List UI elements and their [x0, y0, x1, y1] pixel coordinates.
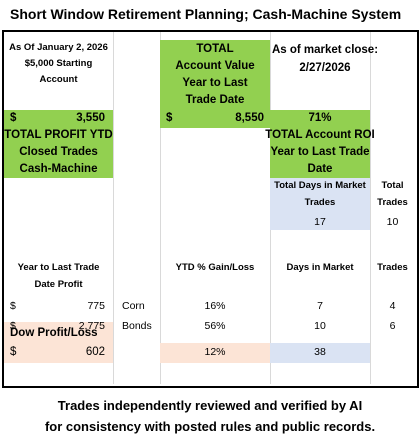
start-line: As Of January 2, 2026	[9, 42, 108, 53]
market-close-date: 2/27/2026	[299, 62, 351, 74]
days: 7	[317, 300, 323, 312]
header: Year to Last Trade	[17, 262, 100, 273]
account-value-label: Year to Last	[182, 77, 248, 89]
grid-line	[160, 32, 161, 384]
dow-gain: 12%	[204, 346, 226, 358]
green-cell	[270, 110, 370, 178]
start-line: $5,000 Starting	[24, 58, 93, 69]
roi-label: Year to Last Trade	[270, 146, 370, 158]
instrument: Corn	[122, 300, 145, 312]
dow-label: Dow Profit/Loss	[10, 327, 98, 339]
account-value-label: TOTAL	[196, 43, 234, 55]
blue-cell	[270, 343, 370, 363]
green-cell	[4, 110, 113, 178]
dow-days: 38	[314, 346, 326, 358]
profit: 775	[87, 300, 105, 312]
days-label: Trades	[304, 197, 336, 208]
grid-line	[113, 32, 114, 384]
grid-line	[370, 32, 371, 384]
trades-value: 10	[386, 216, 399, 228]
account-value-label: Account Value	[175, 60, 255, 72]
total-profit-label: Cash-Machine	[19, 163, 98, 175]
trades-label: Total	[381, 180, 404, 191]
currency: $	[10, 300, 16, 312]
dow-profit: 602	[85, 346, 105, 358]
currency: $	[10, 112, 17, 124]
footer-line: Trades independently reviewed and verifi…	[57, 398, 363, 413]
sheet-border	[2, 30, 419, 388]
roi-label: Date	[307, 163, 333, 175]
gain: 16%	[204, 300, 226, 312]
roi: 71%	[308, 112, 332, 124]
instrument: Bonds	[122, 320, 152, 332]
total-profit-label: TOTAL PROFIT YTD	[4, 129, 113, 141]
currency: $	[10, 320, 16, 332]
total-profit-label: Closed Trades	[19, 146, 98, 158]
gain: 56%	[204, 320, 226, 332]
trades: 4	[389, 300, 396, 312]
header: Date Profit	[34, 279, 83, 290]
days-value: 17	[314, 216, 326, 228]
start-line: Account	[39, 74, 78, 85]
trades: 6	[389, 320, 396, 332]
market-close: As of market close:	[271, 44, 379, 56]
title: Short Window Retirement Planning; Cash-M…	[10, 6, 402, 22]
currency: $	[166, 112, 173, 124]
account-value: 8,550	[235, 112, 264, 124]
header: Days in Market	[286, 262, 354, 273]
roi-label: TOTAL Account ROI	[265, 129, 375, 141]
days: 10	[314, 320, 326, 332]
trades-label: Trades	[377, 197, 408, 208]
footer-line: for consistency with posted rules and pu…	[44, 419, 376, 434]
days-label: Total Days in Market	[274, 180, 366, 191]
currency: $	[10, 346, 17, 358]
total-profit: 3,550	[76, 112, 105, 124]
header: Trades	[377, 262, 408, 273]
profit: 2,775	[78, 320, 105, 332]
account-value-label: Trade Date	[185, 94, 245, 106]
header: YTD % Gain/Loss	[175, 262, 255, 273]
green-cell	[160, 40, 270, 128]
blue-cell	[270, 178, 370, 230]
orange-cell	[160, 343, 270, 363]
orange-cell	[4, 322, 113, 363]
